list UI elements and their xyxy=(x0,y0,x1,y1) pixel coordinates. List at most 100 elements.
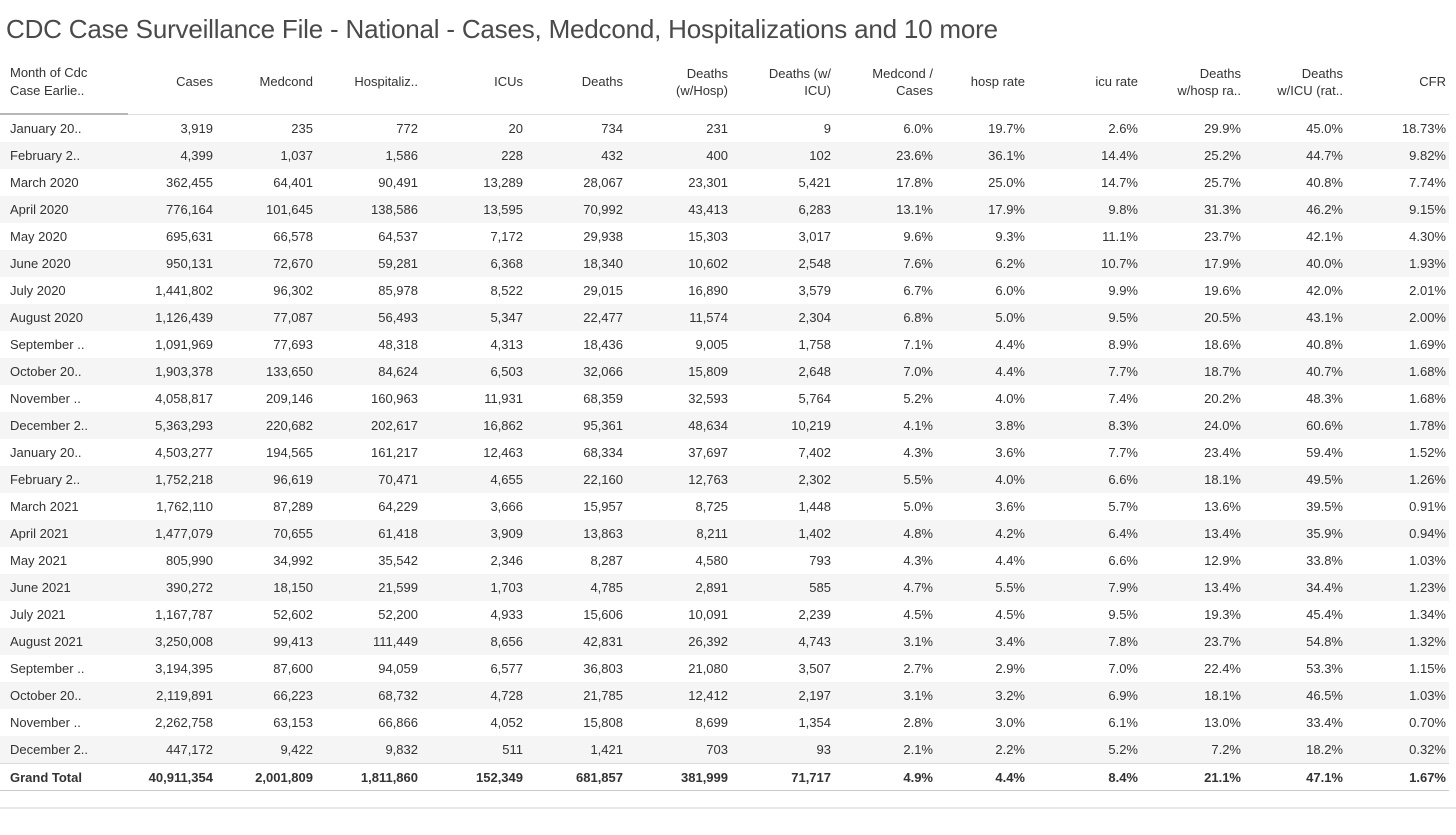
cell[interactable]: 95,361 xyxy=(526,412,626,439)
cell[interactable]: 18.6% xyxy=(1204,337,1241,352)
cell[interactable]: 66,578 xyxy=(273,229,313,244)
cell[interactable]: 34.4% xyxy=(1244,574,1346,601)
cell[interactable]: 194,565 xyxy=(266,445,313,460)
cell[interactable]: 17.9% xyxy=(1141,250,1244,277)
cell[interactable]: 2.1% xyxy=(834,736,936,764)
cell[interactable]: 24.0% xyxy=(1141,412,1244,439)
cell[interactable]: 48.3% xyxy=(1306,391,1343,406)
cell[interactable]: 3.2% xyxy=(936,682,1028,709)
cell[interactable]: 1.32% xyxy=(1346,628,1449,655)
cell[interactable]: 7.8% xyxy=(1028,628,1141,655)
cell[interactable]: 4.5% xyxy=(903,607,933,622)
cell[interactable]: 6.1% xyxy=(1108,715,1138,730)
cell[interactable]: 45.4% xyxy=(1306,607,1343,622)
cell[interactable]: 42.1% xyxy=(1306,229,1343,244)
cell[interactable]: 7.74% xyxy=(1409,175,1446,190)
column-header[interactable]: Deaths (w/Hosp) xyxy=(626,55,731,115)
cell[interactable]: 18,340 xyxy=(526,250,626,277)
cell[interactable]: 1.78% xyxy=(1346,412,1449,439)
cell[interactable]: 1,903,378 xyxy=(128,358,216,385)
cell[interactable]: 4,728 xyxy=(421,682,526,709)
cell[interactable]: 4,313 xyxy=(490,337,523,352)
cell[interactable]: 695,631 xyxy=(166,229,213,244)
row-label[interactable]: October 20.. xyxy=(0,682,128,709)
cell[interactable]: 9,422 xyxy=(216,736,316,764)
cell[interactable]: 10.7% xyxy=(1028,250,1141,277)
cell[interactable]: 1,477,079 xyxy=(128,520,216,547)
cell[interactable]: 71,717 xyxy=(731,763,834,791)
cell[interactable]: 0.91% xyxy=(1409,499,1446,514)
cell[interactable]: 2,346 xyxy=(490,553,523,568)
cell[interactable]: 4.4% xyxy=(995,553,1025,568)
cell[interactable]: 202,617 xyxy=(316,412,421,439)
cell[interactable]: 13,595 xyxy=(421,196,526,223)
cell[interactable]: 22,477 xyxy=(526,304,626,331)
row-label[interactable]: March 2020 xyxy=(10,175,79,190)
cell[interactable]: 53.3% xyxy=(1306,661,1343,676)
cell[interactable]: 8,656 xyxy=(421,628,526,655)
cell[interactable]: 16,862 xyxy=(421,412,526,439)
cell[interactable]: 12,763 xyxy=(626,466,731,493)
cell[interactable]: 20.5% xyxy=(1141,304,1244,331)
cell[interactable]: 2,239 xyxy=(798,607,831,622)
cell[interactable]: 1.34% xyxy=(1409,607,1446,622)
cell[interactable]: 14.7% xyxy=(1101,175,1138,190)
cell[interactable]: 9.9% xyxy=(1108,283,1138,298)
row-label[interactable]: August 2021 xyxy=(0,628,128,655)
cell[interactable]: 2,891 xyxy=(626,574,731,601)
cell[interactable]: 33.4% xyxy=(1306,715,1343,730)
cell[interactable]: 5,764 xyxy=(798,391,831,406)
cell[interactable]: 4,399 xyxy=(128,142,216,169)
cell[interactable]: 6,368 xyxy=(421,250,526,277)
cell[interactable]: 447,172 xyxy=(128,736,216,764)
cell[interactable]: 18.2% xyxy=(1244,736,1346,764)
cell[interactable]: 0.70% xyxy=(1409,715,1446,730)
cell[interactable]: 10,602 xyxy=(626,250,731,277)
cell[interactable]: 1.15% xyxy=(1409,661,1446,676)
cell[interactable]: 3,250,008 xyxy=(128,628,216,655)
cell[interactable]: 68,359 xyxy=(583,391,623,406)
cell[interactable]: 220,682 xyxy=(216,412,316,439)
cell[interactable]: 36,803 xyxy=(583,661,623,676)
cell[interactable]: 2,302 xyxy=(731,466,834,493)
cell[interactable]: 1.93% xyxy=(1346,250,1449,277)
cell[interactable]: 90,491 xyxy=(378,175,418,190)
cell[interactable]: 2.9% xyxy=(995,661,1025,676)
cell[interactable]: 20.2% xyxy=(1204,391,1241,406)
cell[interactable]: 3,579 xyxy=(798,283,831,298)
cell[interactable]: 12,412 xyxy=(626,682,731,709)
cell[interactable]: 32,066 xyxy=(526,358,626,385)
cell[interactable]: 70,471 xyxy=(316,466,421,493)
cell[interactable]: 14.4% xyxy=(1028,142,1141,169)
cell[interactable]: 160,963 xyxy=(371,391,418,406)
cell[interactable]: 1.03% xyxy=(1409,553,1446,568)
cell[interactable]: 32,593 xyxy=(688,391,728,406)
row-label[interactable]: July 2020 xyxy=(10,283,66,298)
cell[interactable]: 101,645 xyxy=(216,196,316,223)
cell[interactable]: 11,574 xyxy=(626,304,731,331)
cell[interactable]: 2.00% xyxy=(1346,304,1449,331)
cell[interactable]: 66,223 xyxy=(216,682,316,709)
cell[interactable]: 3,919 xyxy=(180,120,213,136)
cell[interactable]: 6.0% xyxy=(995,283,1025,298)
row-label[interactable]: June 2021 xyxy=(0,574,128,601)
cell[interactable]: 4.5% xyxy=(995,607,1025,622)
cell[interactable]: 2,548 xyxy=(731,250,834,277)
cell[interactable]: 35,542 xyxy=(378,553,418,568)
cell[interactable]: 4.9% xyxy=(834,763,936,791)
cell[interactable]: 77,087 xyxy=(216,304,316,331)
cell[interactable]: 1.03% xyxy=(1346,682,1449,709)
cell[interactable]: 85,978 xyxy=(378,283,418,298)
column-header[interactable]: Cases xyxy=(128,55,216,115)
cell[interactable]: 9 xyxy=(823,120,831,136)
cell[interactable]: 2.2% xyxy=(936,736,1028,764)
cell[interactable]: 42.0% xyxy=(1306,283,1343,298)
cell[interactable]: 13.1% xyxy=(834,196,936,223)
cell[interactable]: 40.7% xyxy=(1244,358,1346,385)
cell[interactable]: 64,537 xyxy=(378,229,418,244)
cell[interactable]: 17.9% xyxy=(936,196,1028,223)
cell[interactable]: 2,262,758 xyxy=(155,715,213,730)
cell[interactable]: 8,211 xyxy=(626,520,731,547)
cell[interactable]: 17.8% xyxy=(896,175,933,190)
cell[interactable]: 2,001,809 xyxy=(216,763,316,791)
